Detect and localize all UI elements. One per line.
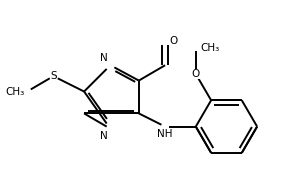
Text: NH: NH <box>157 129 173 139</box>
Text: CH₃: CH₃ <box>200 43 220 53</box>
Text: N: N <box>101 53 108 63</box>
Text: CH₃: CH₃ <box>6 87 25 97</box>
Text: O: O <box>192 69 200 79</box>
Text: S: S <box>50 71 57 81</box>
Text: O: O <box>170 36 178 46</box>
Text: N: N <box>101 131 108 141</box>
